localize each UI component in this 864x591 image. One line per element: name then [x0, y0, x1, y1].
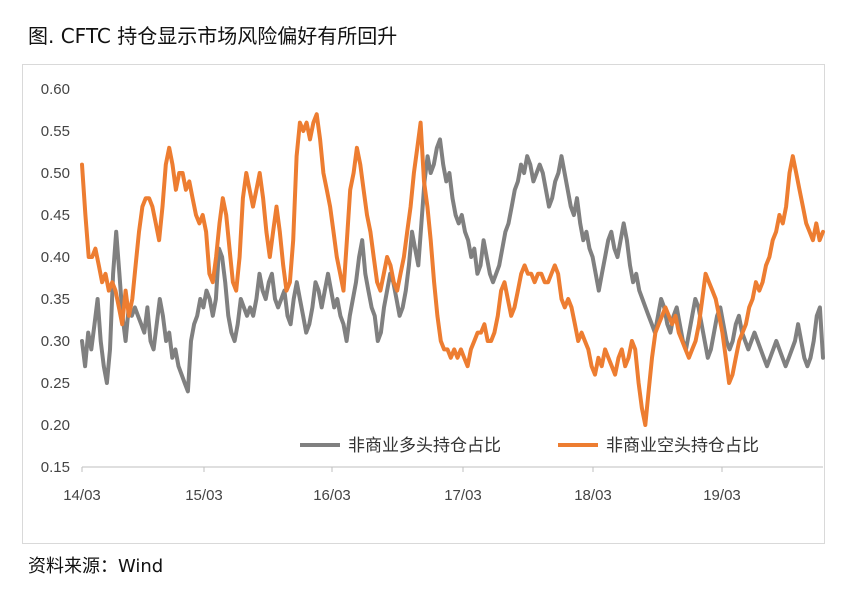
y-tick-label: 0.20	[41, 417, 70, 434]
y-tick-label: 0.35	[41, 291, 70, 308]
y-tick-label: 0.25	[41, 375, 70, 392]
y-tick-label: 0.15	[41, 459, 70, 476]
figure-title: 图. CFTC 持仓显示市场风险偏好有所回升	[28, 24, 398, 48]
line-chart: 0.15 0.20 0.25 0.30 0.35 0.40 0.45 0.50 0.55 0.60…	[41, 81, 825, 504]
source-note: 资料来源：Wind	[28, 556, 164, 577]
y-tick-label: 0.60	[41, 81, 70, 98]
y-tick-label: 0.40	[41, 249, 70, 266]
y-tick-label: 0.50	[41, 165, 70, 182]
y-tick-label: 0.55	[41, 123, 70, 140]
legend-label-short: 非商业空头持仓占比	[606, 436, 759, 456]
chart-frame: 0.15 0.20 0.25 0.30 0.35 0.40 0.45 0.50 0.55 0.60…	[22, 64, 825, 544]
x-tick-label: 17/03	[444, 487, 482, 504]
x-tick-label: 18/03	[574, 487, 612, 504]
x-tick-label: 16/03	[313, 487, 351, 504]
x-tick-label: 15/03	[185, 487, 223, 504]
y-tick-label: 0.45	[41, 207, 70, 224]
series-line-short	[80, 112, 825, 427]
x-tick-label: 14/03	[63, 487, 101, 504]
y-tick-label: 0.30	[41, 333, 70, 350]
x-tick-label: 19/03	[703, 487, 741, 504]
legend-label-long: 非商业多头持仓占比	[348, 436, 501, 456]
